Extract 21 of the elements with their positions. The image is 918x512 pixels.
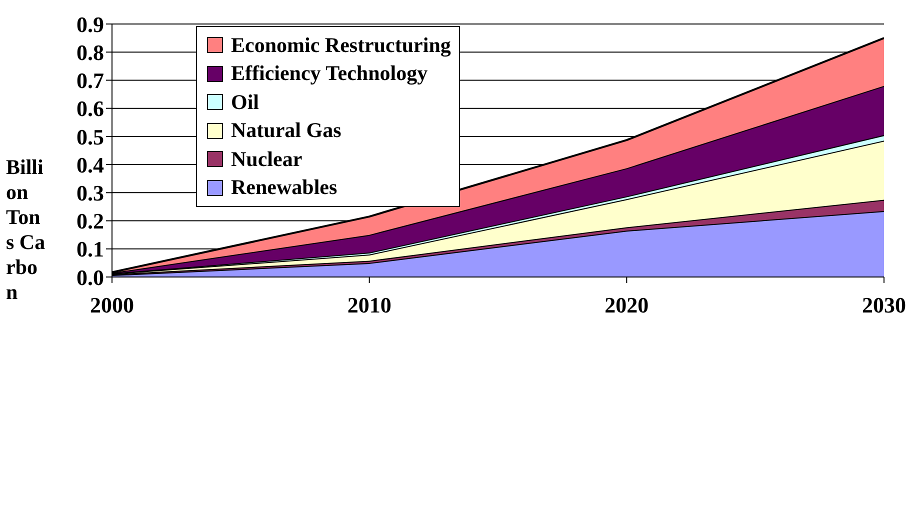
x-tick-label: 2010 (347, 292, 392, 318)
legend-label: Efficiency Technology (231, 61, 428, 86)
y-tick-label: 0.5 (76, 124, 104, 150)
legend-label: Nuclear (231, 146, 302, 172)
legend-label: Natural Gas (231, 118, 342, 144)
y-tick-label: 0.3 (76, 180, 104, 206)
y-tick-label: 0.0 (76, 264, 104, 290)
x-tick-label: 2020 (604, 292, 649, 318)
y-tick-label: 0.7 (76, 68, 104, 94)
y-tick-label: 0.6 (76, 96, 104, 122)
legend-label: Economic Restructuring (231, 32, 451, 58)
legend-label: Oil (231, 90, 260, 115)
y-tick-label: 0.4 (76, 152, 104, 178)
y-tick-label: 0.2 (76, 208, 104, 234)
y-tick-label: 0.9 (76, 12, 104, 37)
legend-label: Renewables (231, 175, 338, 200)
y-tick-label: 0.1 (76, 236, 104, 262)
y-axis-title: Billion Tons Carbon (6, 155, 46, 305)
y-tick-label: 0.8 (76, 40, 104, 65)
x-tick-label: 2030 (862, 292, 906, 318)
x-tick-label: 2000 (90, 292, 134, 318)
